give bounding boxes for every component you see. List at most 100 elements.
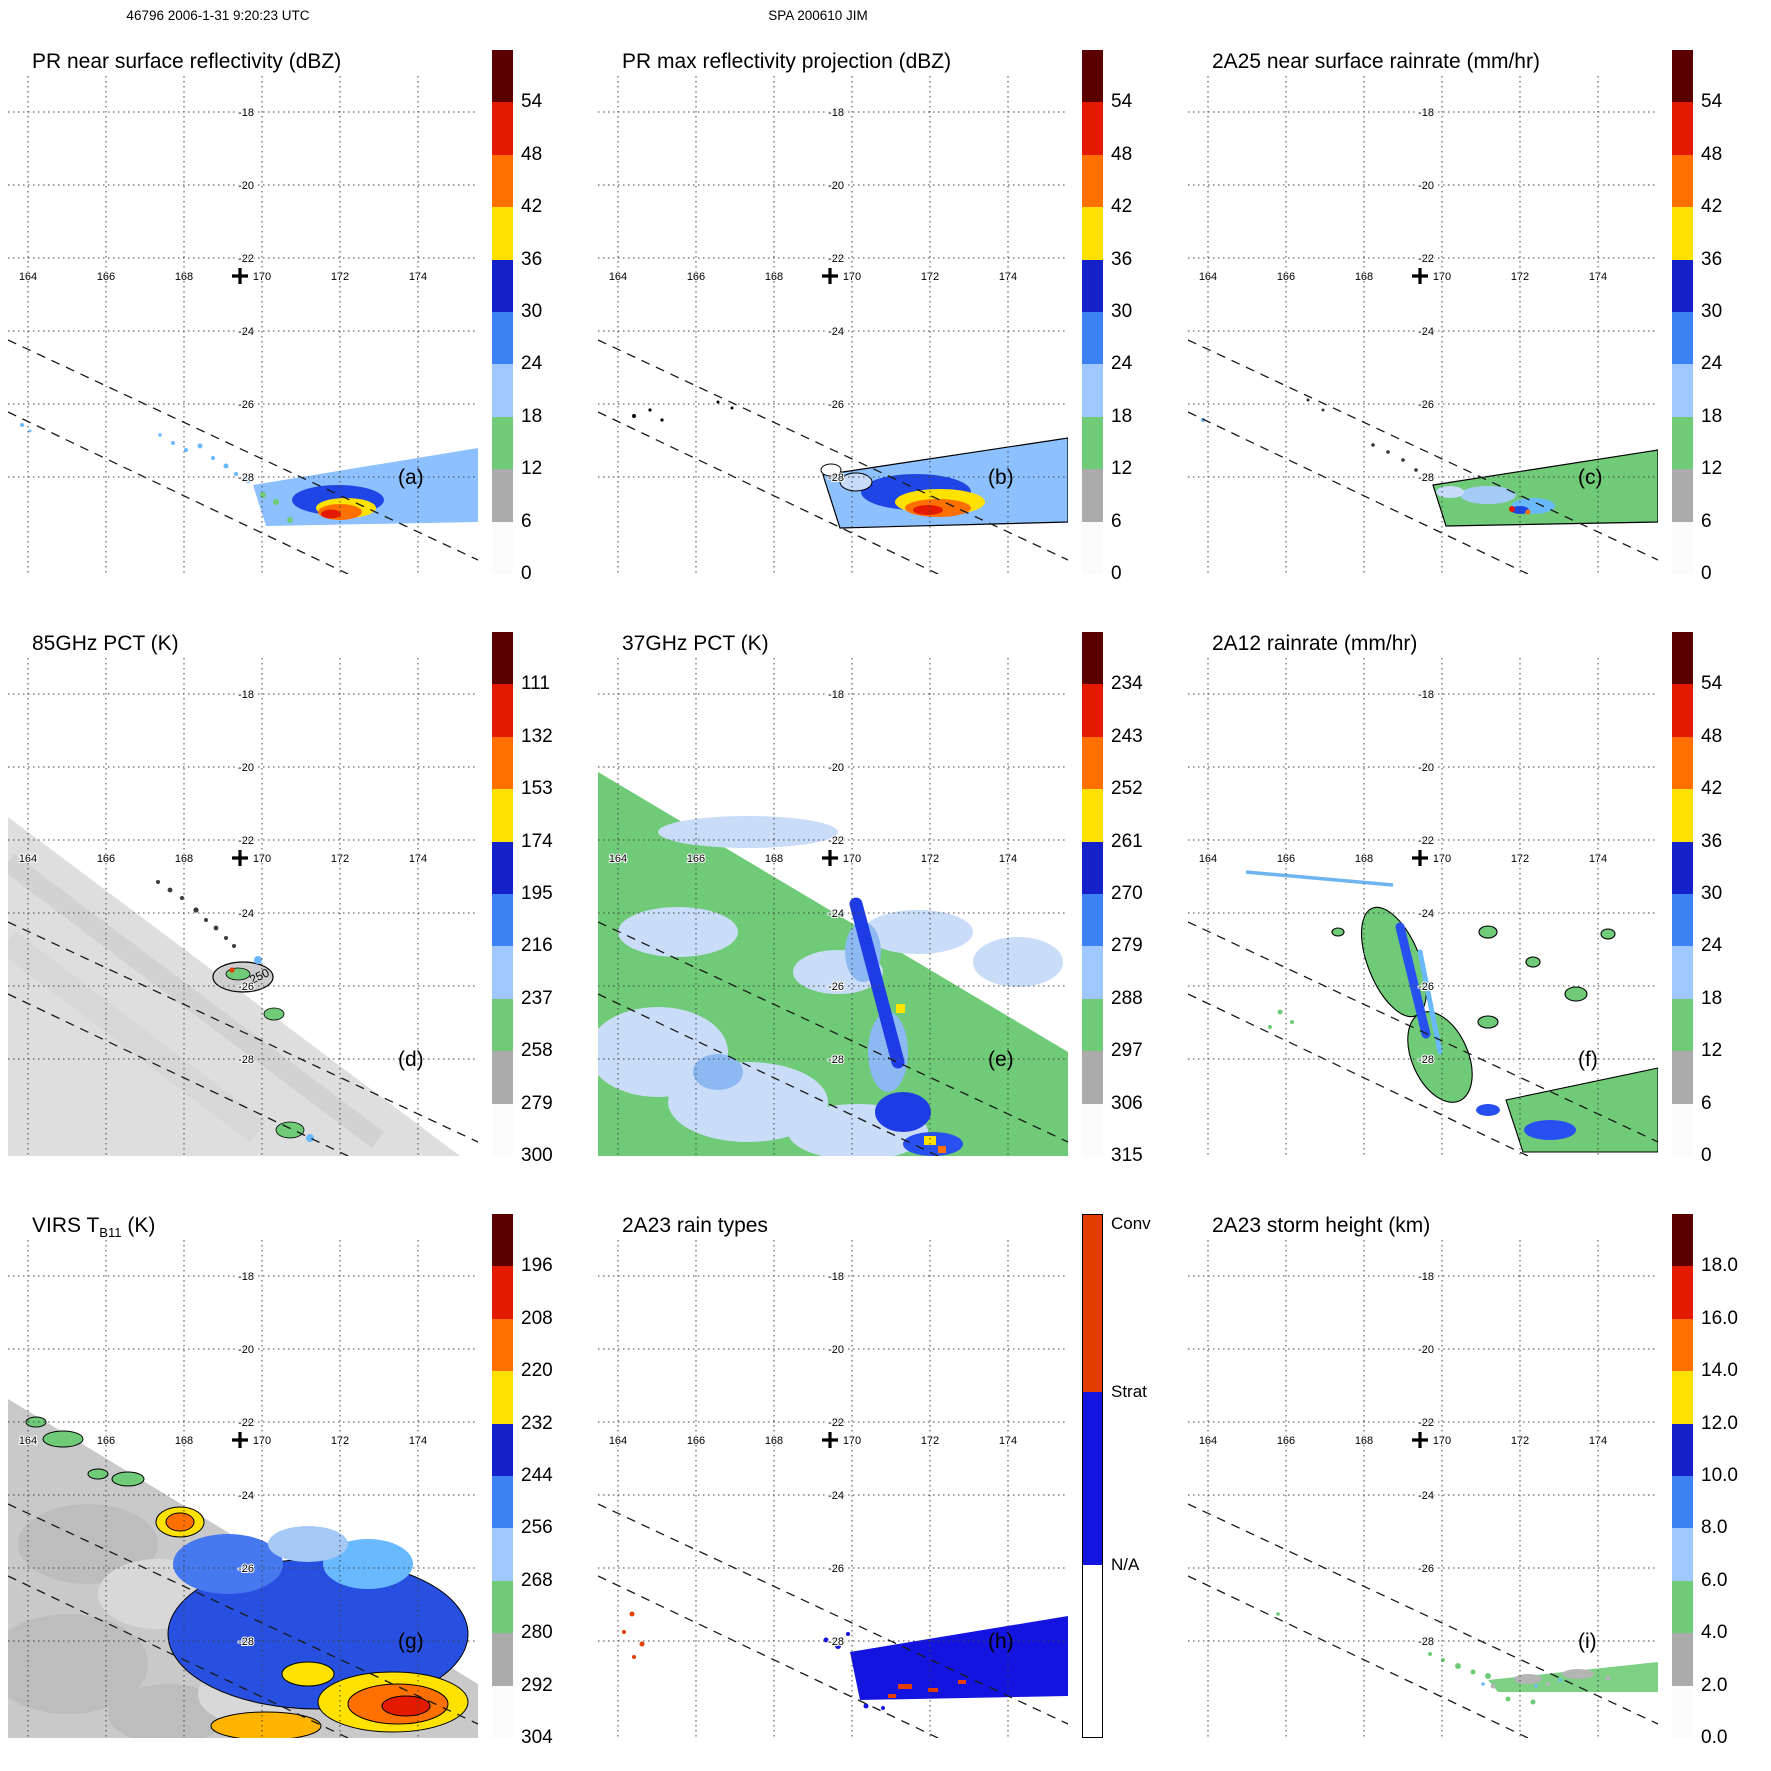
colorbar-tick: 216	[521, 935, 553, 957]
colorbar-segment	[1672, 154, 1693, 208]
colorbar-tick-labels: 54 48 42 36 30 24 18 12 6 0	[521, 50, 587, 584]
longitude-label: 164	[19, 271, 37, 283]
longitude-label: 172	[1511, 1435, 1529, 1447]
colorbar-tick: 132	[521, 725, 553, 747]
colorbar-tick: 12	[1701, 1040, 1723, 1062]
colorbar-c: 54 48 42 36 30 24 18 12 6 0	[1672, 50, 1768, 584]
data-field	[622, 1611, 1068, 1710]
colorbar-tick: 220	[521, 1360, 553, 1382]
storm-center-marker	[822, 850, 838, 866]
colorbar-segment	[1082, 684, 1103, 737]
latitude-label: -28	[828, 1054, 844, 1066]
grid: 164 166 168 170 172 174 -18 -20 -22 -24 -26 -28	[8, 658, 478, 1156]
colorbar-segment	[1672, 684, 1693, 737]
longitude-label: 166	[687, 853, 705, 865]
longitude-label: 170	[253, 1435, 271, 1447]
colorbar-tick: 258	[521, 1040, 553, 1062]
colorbar-tick: 0	[1111, 563, 1122, 584]
longitude-label: 174	[999, 1435, 1017, 1447]
panel-e: 164 166 168 170 172 174 -18 -20 -22 -24 -26 -28 (e)…	[590, 606, 1180, 1188]
panel-letter: (i)	[1578, 1630, 1597, 1653]
colorbar-segment	[1672, 1266, 1693, 1319]
storm-center-marker	[822, 1432, 838, 1448]
colorbar-segment	[492, 1103, 513, 1156]
colorbar-tick: 18	[521, 405, 543, 427]
colorbar-segment	[1082, 311, 1103, 365]
swath-edge-line	[8, 339, 478, 561]
colorbar-tick-labels: 54 48 42 36 30 24 18 12 6 0	[1701, 50, 1767, 584]
colorbar-segment	[1672, 1051, 1693, 1104]
longitude-label: 168	[175, 853, 193, 865]
panel-title: VIRS TB11 (K)	[28, 1214, 160, 1241]
colorbar-tick: 6	[1701, 510, 1712, 532]
latitude-label: -26	[1418, 981, 1434, 993]
colorbar-segment	[1672, 416, 1693, 470]
colorbar-tick: 12	[521, 458, 543, 480]
colorbar-f: 54 48 42 36 30 24 18 12 6 0	[1672, 632, 1768, 1166]
latitude-label: -24	[828, 908, 844, 920]
longitude-label: 168	[765, 1435, 783, 1447]
colorbar-tick: 0	[1701, 563, 1712, 584]
longitude-label: 168	[175, 271, 193, 283]
longitude-label: 174	[409, 853, 427, 865]
data-field	[20, 423, 478, 526]
latitude-label: -28	[828, 472, 844, 484]
colorbar-tick: 315	[1111, 1145, 1143, 1166]
colorbar-tick: 279	[521, 1092, 553, 1114]
latitude-label: -20	[1418, 1344, 1434, 1356]
longitude-label: 172	[921, 853, 939, 865]
colorbar-raintype	[1082, 1214, 1103, 1738]
colorbar-segment	[1672, 946, 1693, 999]
colorbar-e: 234 243 252 261 270 279 288 297 306 315	[1082, 632, 1178, 1166]
map-area-c: 164 166 168 170 172 174 -18 -20 -22 -24 -26 -28 (c)…	[1188, 50, 1658, 574]
colorbar-i: 18.0 16.0 14.0 12.0 10.0 8.0 6.0 4.0 2.0 0.0	[1672, 1214, 1768, 1748]
swath-edge-line	[1188, 993, 1529, 1156]
colorbar-tick: 195	[521, 883, 553, 904]
longitude-label: 174	[999, 271, 1017, 283]
colorbar-segment	[492, 946, 513, 999]
colorbar-tick: 6	[1111, 510, 1122, 532]
colorbar-tick: 292	[521, 1674, 553, 1696]
latitude-label: -20	[828, 1344, 844, 1356]
map-canvas-g: 164 166 168 170 172 174 -18 -20 -22 -24 -26 -28 (g)	[8, 1240, 478, 1738]
panel-letter: (g)	[398, 1630, 424, 1653]
latitude-label: -28	[1418, 1636, 1434, 1648]
colorbar-tick-labels: 196 208 220 232 244 256 268 280 292 304	[521, 1214, 587, 1748]
data-field	[1245, 870, 1658, 1153]
latitude-label: -24	[238, 326, 254, 338]
longitude-label: 170	[1433, 853, 1451, 865]
latitude-label: -20	[1418, 762, 1434, 774]
colorbar-segment	[1082, 946, 1103, 999]
colorbar-segment	[492, 632, 513, 685]
map-area-f: 164 166 168 170 172 174 -18 -20 -22 -24 -26 -28 (f)…	[1188, 632, 1658, 1156]
latitude-label: -24	[1418, 1490, 1434, 1502]
colorbar-segment	[1672, 736, 1693, 790]
grid: 164 166 168 170 172 174 -18 -20 -22 -24 -26 -28	[1188, 658, 1658, 1156]
colorbar-tick: 24	[1701, 353, 1723, 375]
colorbar-tick: 18	[1701, 405, 1723, 427]
longitude-label: 168	[1355, 1435, 1373, 1447]
colorbar-tick: 196	[521, 1255, 553, 1277]
colorbar-segment	[492, 521, 513, 574]
colorbar-segment	[1082, 154, 1103, 208]
latitude-label: -24	[1418, 908, 1434, 920]
colorbar-segment	[1082, 789, 1103, 842]
longitude-label: 172	[1511, 271, 1529, 283]
latitude-label: -20	[238, 762, 254, 774]
raintype-segment	[1083, 1215, 1102, 1393]
colorbar-segment	[1672, 207, 1693, 260]
longitude-label: 170	[843, 853, 861, 865]
panel-a: 164 166 168 170 172 174 -18 -20 -22 -24 -26 -28 (a)…	[0, 24, 590, 606]
colorbar-tick: 42	[1701, 778, 1723, 800]
panel-letter: (c)	[1578, 466, 1603, 489]
colorbar-tick: 2.0	[1701, 1674, 1728, 1696]
grid: 164 166 168 170 172 174 -18 -20 -22 -24 -26 -28	[1188, 1240, 1658, 1738]
colorbar-gradient	[1082, 50, 1103, 574]
latitude-label: -28	[1418, 472, 1434, 484]
colorbar-segment	[492, 1371, 513, 1424]
swath-edge-line	[8, 1503, 478, 1725]
colorbar-tick: 256	[521, 1517, 553, 1539]
colorbar-gradient	[1672, 1214, 1693, 1738]
colorbar-segment	[492, 893, 513, 947]
